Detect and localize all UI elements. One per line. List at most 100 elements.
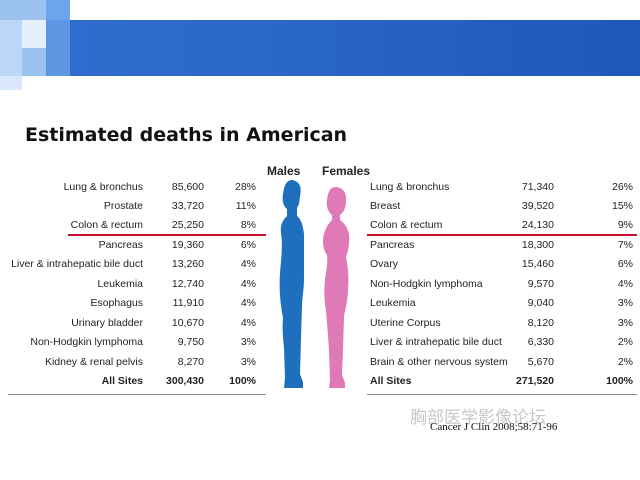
males-header: Males	[267, 164, 301, 178]
bottom-rule-females	[367, 394, 637, 395]
site-label: Pancreas	[370, 239, 415, 251]
deaths-value: 71,340	[521, 181, 554, 193]
deaths-value: 39,520	[521, 200, 554, 212]
site-label: Liver & intrahepatic bile duct	[370, 336, 502, 348]
females-header: Females	[322, 164, 371, 178]
deaths-value: 33,720	[171, 200, 204, 212]
site-label: Uterine Corpus	[370, 317, 441, 329]
site-label: Esophagus	[90, 297, 143, 309]
site-label: Lung & bronchus	[370, 181, 450, 193]
header-tile	[0, 20, 22, 76]
header-tile	[46, 0, 70, 20]
table-row: Urinary bladder 10,670 4%	[0, 314, 264, 333]
total-row: All Sites 300,430 100%	[0, 372, 264, 391]
percent-value: 28%	[234, 181, 256, 193]
table-row: Leukemia 12,740 4%	[0, 275, 264, 294]
table-row: Ovary 15,460 6%	[370, 255, 636, 274]
deaths-value: 85,600	[171, 181, 204, 193]
deaths-value: 9,570	[527, 278, 554, 290]
percent-value: 4%	[240, 297, 256, 309]
site-label: Lung & bronchus	[63, 181, 143, 193]
table-row: Leukemia 9,040 3%	[370, 294, 636, 313]
site-label: Liver & intrahepatic bile duct	[11, 258, 143, 270]
deaths-value: 13,260	[171, 258, 204, 270]
site-label: Kidney & renal pelvis	[44, 356, 143, 368]
total-row: All Sites 271,520 100%	[370, 372, 636, 391]
site-label: All Sites	[370, 375, 412, 387]
percent-value: 2%	[617, 336, 633, 348]
slide-title: Estimated deaths in American	[25, 124, 348, 146]
percent-value: 2%	[617, 356, 633, 368]
site-label: Colon & rectum	[70, 219, 143, 231]
site-label: Urinary bladder	[71, 317, 143, 329]
table-row: Prostate 33,720 11%	[0, 197, 264, 216]
table-row: Kidney & renal pelvis 8,270 3%	[0, 353, 264, 372]
table-row: Colon & rectum 24,130 9%	[370, 216, 636, 235]
percent-value: 26%	[611, 181, 633, 193]
site-label: Leukemia	[370, 297, 416, 309]
deaths-value: 5,670	[527, 356, 554, 368]
percent-value: 3%	[617, 297, 633, 309]
deaths-value: 12,740	[171, 278, 204, 290]
site-label: Non-Hodgkin lymphoma	[30, 336, 143, 348]
site-label: Ovary	[370, 258, 399, 270]
male-figure-icon	[279, 180, 304, 388]
header-tile	[0, 76, 22, 90]
header-tile	[22, 48, 46, 76]
table-row: Colon & rectum 25,250 8%	[0, 216, 264, 235]
watermark: 胸部医学影像论坛	[410, 408, 546, 427]
highlight-line-males	[68, 234, 266, 236]
table-row: Uterine Corpus 8,120 3%	[370, 314, 636, 333]
percent-value: 11%	[235, 200, 256, 212]
female-figure-icon	[323, 187, 350, 388]
header-tile	[22, 20, 46, 48]
table-row: Pancreas 18,300 7%	[370, 236, 636, 255]
site-label: All Sites	[101, 375, 143, 387]
site-label: Breast	[370, 200, 401, 212]
deaths-value: 25,250	[171, 219, 204, 231]
percent-value: 4%	[240, 317, 256, 329]
deaths-value: 18,300	[521, 239, 554, 251]
site-label: Colon & rectum	[370, 219, 443, 231]
percent-value: 4%	[617, 278, 633, 290]
percent-value: 3%	[617, 317, 633, 329]
table-row: Pancreas 19,360 6%	[0, 236, 264, 255]
deaths-value: 9,040	[527, 297, 554, 309]
deaths-value: 9,750	[177, 336, 204, 348]
deaths-value: 8,270	[177, 356, 204, 368]
table-row: Breast 39,520 15%	[370, 197, 636, 216]
percent-value: 3%	[240, 336, 256, 348]
table-row: Non-Hodgkin lymphoma 9,570 4%	[370, 275, 636, 294]
deaths-value: 300,430	[166, 375, 204, 387]
deaths-value: 6,330	[527, 336, 554, 348]
table-row: Non-Hodgkin lymphoma 9,750 3%	[0, 333, 264, 352]
deaths-value: 10,670	[171, 317, 204, 329]
percent-value: 100%	[606, 375, 633, 387]
bottom-rule-males	[8, 394, 266, 395]
header-tile	[46, 20, 70, 76]
percent-value: 9%	[617, 219, 633, 231]
percent-value: 6%	[617, 258, 633, 270]
citation: Cancer J Clin 2008;58:71-96	[430, 421, 558, 433]
deaths-value: 24,130	[521, 219, 554, 231]
deaths-value: 15,460	[521, 258, 554, 270]
table-row: Lung & bronchus 71,340 26%	[370, 178, 636, 197]
percent-value: 100%	[229, 375, 256, 387]
header-tile	[0, 0, 46, 20]
site-label: Prostate	[103, 200, 143, 212]
header-band	[0, 20, 640, 76]
table-row: Lung & bronchus 85,600 28%	[0, 178, 264, 197]
table-row: Brain & other nervous system 5,670 2%	[370, 353, 636, 372]
deaths-value: 11,910	[172, 297, 204, 309]
table-row: Liver & intrahepatic bile duct 6,330 2%	[370, 333, 636, 352]
deaths-value: 19,360	[171, 239, 204, 251]
percent-value: 15%	[611, 200, 633, 212]
site-label: Brain & other nervous system	[370, 356, 508, 368]
percent-value: 8%	[240, 219, 256, 231]
percent-value: 4%	[240, 258, 256, 270]
site-label: Leukemia	[97, 278, 143, 290]
deaths-value: 271,520	[516, 375, 554, 387]
deaths-value: 8,120	[527, 317, 554, 329]
table-row: Esophagus 11,910 4%	[0, 294, 264, 313]
percent-value: 6%	[240, 239, 256, 251]
